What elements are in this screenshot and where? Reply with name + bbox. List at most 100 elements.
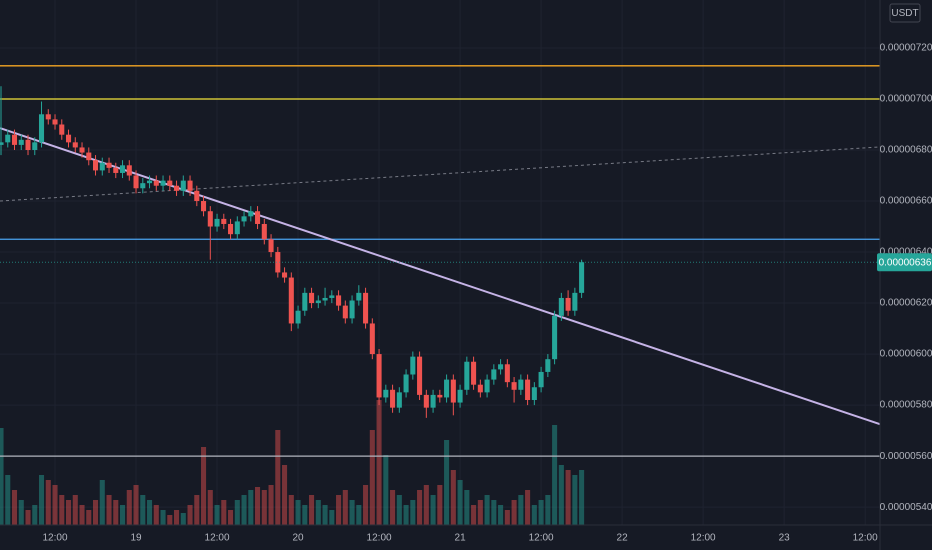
- x-tick-label: 12:00: [367, 533, 392, 544]
- volume-bar: [531, 505, 537, 525]
- candle-body: [106, 162, 112, 168]
- candle-body: [396, 392, 402, 408]
- candle-body: [275, 252, 281, 273]
- candle-body: [153, 180, 159, 186]
- candle-body: [241, 216, 247, 222]
- candle-body: [376, 354, 382, 398]
- volume-bar: [234, 500, 240, 525]
- volume-bar: [153, 505, 159, 525]
- volume-bar: [92, 500, 99, 525]
- candle-body: [174, 185, 180, 191]
- candle-body: [477, 384, 483, 393]
- volume-bar: [471, 505, 477, 525]
- volume-bar: [120, 505, 126, 525]
- volume-bar: [565, 470, 571, 525]
- volume-bar: [65, 500, 72, 525]
- volume-bar: [302, 505, 308, 525]
- volume-bar: [268, 485, 274, 525]
- candle-body: [282, 272, 288, 278]
- currency[interactable]: USDT: [891, 8, 918, 19]
- candle-body: [160, 180, 166, 186]
- candle-body: [45, 114, 51, 120]
- candle-body: [558, 297, 564, 316]
- volume-bar: [390, 490, 396, 525]
- x-tick-label: 12:00: [853, 533, 878, 544]
- candle-body: [545, 359, 551, 372]
- candle-body: [504, 364, 510, 383]
- candle-body: [72, 142, 78, 148]
- candle-body: [552, 315, 558, 360]
- volume-bar: [106, 495, 112, 525]
- volume-bar: [410, 500, 416, 525]
- y-tick-label: 0.00000680: [880, 145, 932, 156]
- volume-bar: [255, 487, 261, 525]
- candle-body: [261, 223, 267, 240]
- candle-body: [302, 292, 308, 311]
- volume-bar: [160, 510, 166, 525]
- candle-body: [295, 310, 301, 324]
- volume-bar: [86, 510, 92, 525]
- candle-body: [471, 361, 477, 385]
- axes: 0.00000540 0.00000560 0.00000580 0.00000600…: [43, 43, 932, 544]
- volume-bar: [369, 430, 375, 525]
- volume-bar: [444, 440, 450, 525]
- volume-bar: [38, 475, 45, 525]
- volume-bar: [417, 490, 423, 525]
- candle-body: [484, 379, 490, 393]
- volume-bar: [79, 505, 85, 525]
- y-tick-label: 0.00000640: [880, 247, 932, 258]
- volume-bar: [504, 510, 510, 525]
- candle-body: [52, 119, 58, 125]
- candle-body: [444, 379, 450, 398]
- candle-body: [315, 300, 321, 304]
- volume-bar: [363, 485, 369, 525]
- candle-body: [113, 167, 119, 173]
- volume-bar: [315, 500, 321, 525]
- volume-bar: [147, 500, 153, 525]
- candle-body: [0, 142, 4, 145]
- volume-bar: [275, 430, 281, 525]
- x-tick-label: 12:00: [43, 533, 68, 544]
- volume-bar: [437, 485, 443, 525]
- volume-bar: [396, 495, 402, 525]
- candle-body: [221, 218, 227, 224]
- candle-body: [18, 139, 24, 145]
- volume-bar: [52, 485, 58, 525]
- volume-bar: [525, 490, 531, 525]
- candle-body: [498, 364, 504, 370]
- candle-body: [65, 134, 72, 143]
- volume-bar: [491, 500, 497, 525]
- candle-body: [92, 160, 99, 171]
- volume-bar: [207, 490, 213, 525]
- volume-bar: [423, 485, 429, 525]
- volume-bar: [288, 495, 294, 525]
- candle-body: [565, 297, 571, 311]
- candle-body: [525, 379, 531, 400]
- volume-bar: [126, 490, 132, 525]
- currency-box[interactable]: [889, 3, 921, 23]
- candle-body: [38, 114, 45, 143]
- volume-bar: [18, 500, 24, 525]
- volume-bar: [511, 500, 517, 525]
- candle-body: [99, 162, 105, 171]
- volume-bar: [356, 505, 362, 525]
- x-tick-label: 21: [455, 533, 467, 544]
- volume-bar: [248, 490, 254, 525]
- candle-body: [356, 292, 362, 301]
- volume-bar: [329, 510, 335, 525]
- candle-body: [450, 379, 456, 403]
- candle-body: [363, 292, 369, 324]
- x-tick-label: 20: [292, 533, 304, 544]
- candle-body: [410, 356, 416, 375]
- volume-bar: [518, 495, 524, 525]
- volume-bar: [228, 510, 234, 525]
- volume-bar: [484, 495, 490, 525]
- candle-body: [214, 218, 220, 227]
- volume-bar: [498, 505, 504, 525]
- volume-bar: [282, 465, 288, 525]
- volume-bar: [376, 400, 382, 525]
- candle-body: [126, 165, 132, 176]
- volume-bar: [241, 495, 247, 525]
- x-tick-label: 12:00: [205, 533, 230, 544]
